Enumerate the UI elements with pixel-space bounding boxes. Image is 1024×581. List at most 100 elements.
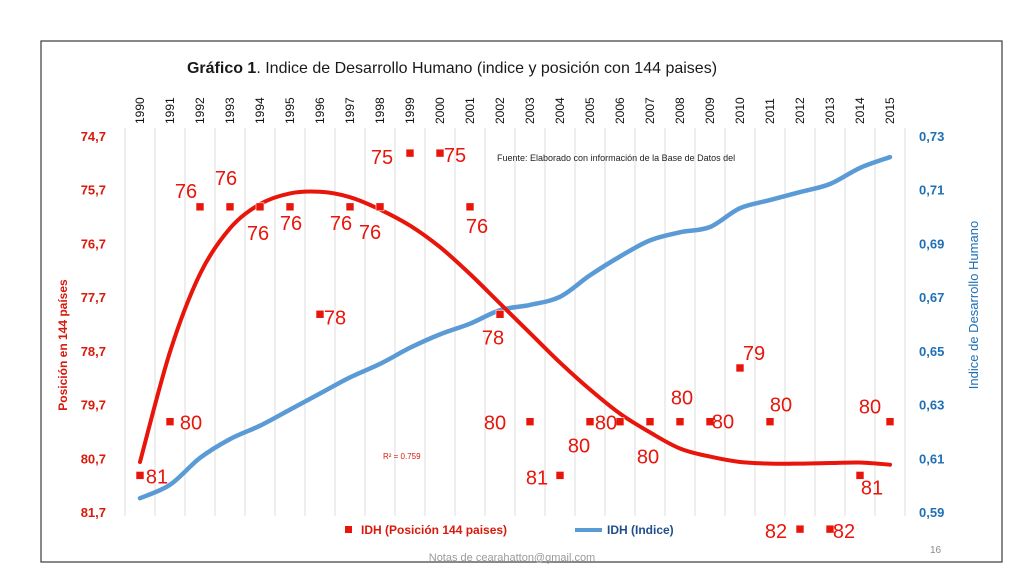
data-marker bbox=[735, 363, 745, 373]
data-label: 78 bbox=[482, 327, 504, 349]
data-marker bbox=[765, 417, 775, 426]
left-axis-tick-label: 77,7 bbox=[81, 290, 106, 305]
x-tick-label: 2004 bbox=[553, 97, 567, 124]
legend-marker-posicion bbox=[345, 526, 352, 533]
x-axis-ticks: 1990 1991 1992 1993 1994 1995 1996 1997 1998 1999… bbox=[133, 97, 897, 124]
footer-note: Notas de cearahatton@gmail.com bbox=[428, 552, 596, 564]
data-marker bbox=[315, 309, 325, 319]
x-tick-label: 1991 bbox=[163, 97, 177, 124]
data-label: 81 bbox=[146, 466, 168, 488]
x-tick-label: 1994 bbox=[253, 97, 267, 124]
data-label: 76 bbox=[330, 213, 352, 235]
data-marker bbox=[585, 417, 595, 426]
data-label: 80 bbox=[712, 412, 734, 434]
data-marker bbox=[375, 202, 385, 212]
data-label: 76 bbox=[175, 181, 197, 203]
data-label: 80 bbox=[770, 395, 792, 417]
chart-border bbox=[40, 40, 1003, 563]
x-tick-label: 2014 bbox=[853, 97, 867, 124]
data-marker bbox=[465, 202, 475, 212]
right-axis: 0,59 0,61 0,63 0,65 0,67 0,69 0,71 0,73 bbox=[919, 129, 944, 520]
data-label: 80 bbox=[568, 436, 590, 458]
x-tick-label: 2010 bbox=[733, 97, 747, 124]
data-label: 76 bbox=[359, 222, 381, 244]
x-tick-label: 2015 bbox=[883, 97, 897, 124]
data-label: 80 bbox=[180, 413, 202, 435]
right-axis-tick-label: 0,73 bbox=[919, 129, 944, 144]
right-axis-tick-label: 0,71 bbox=[919, 183, 944, 198]
data-marker bbox=[855, 471, 865, 480]
page-number: 16 bbox=[930, 545, 942, 556]
left-axis-tick-label: 76,7 bbox=[81, 236, 106, 251]
data-marker bbox=[165, 417, 175, 426]
right-axis-tick-label: 0,61 bbox=[919, 451, 944, 466]
x-tick-label: 2000 bbox=[433, 97, 447, 124]
x-tick-label: 2005 bbox=[583, 97, 597, 124]
x-tick-label: 2003 bbox=[523, 97, 537, 124]
data-label: 78 bbox=[324, 307, 346, 329]
x-tick-label: 2008 bbox=[673, 97, 687, 124]
chart-title-rest: . Indice de Desarrollo Humano (indice y … bbox=[256, 60, 717, 77]
x-tick-label: 1990 bbox=[133, 97, 147, 124]
x-tick-label: 1996 bbox=[313, 97, 327, 124]
data-marker bbox=[195, 202, 205, 212]
data-marker bbox=[495, 309, 505, 319]
left-axis-tick-label: 74,7 bbox=[81, 129, 106, 144]
left-axis-tick-label: 79,7 bbox=[81, 398, 106, 413]
data-label: 81 bbox=[861, 477, 883, 499]
right-axis-tick-label: 0,67 bbox=[919, 290, 944, 305]
data-marker bbox=[675, 417, 685, 426]
right-axis-tick-label: 0,59 bbox=[919, 505, 944, 520]
x-tick-label: 2009 bbox=[703, 97, 717, 124]
data-marker bbox=[525, 417, 535, 426]
data-label: 76 bbox=[215, 168, 237, 190]
data-marker bbox=[435, 148, 445, 158]
x-tick-label: 1997 bbox=[343, 97, 357, 124]
vertical-gridlines bbox=[124, 128, 906, 516]
left-axis: 74,7 75,7 76,7 77,7 78,7 79,7 80,7 81,7 bbox=[81, 129, 106, 520]
right-axis-tick-label: 0,65 bbox=[919, 344, 944, 359]
legend-label-indice: IDH (Indice) bbox=[607, 523, 674, 537]
data-label: 79 bbox=[743, 343, 765, 365]
data-label: 76 bbox=[280, 213, 302, 235]
data-marker bbox=[645, 417, 655, 426]
data-marker bbox=[405, 148, 415, 158]
data-marker bbox=[135, 471, 145, 480]
trendline bbox=[138, 189, 892, 467]
x-tick-label: 2012 bbox=[793, 97, 807, 124]
series-idh-indice bbox=[137, 154, 893, 501]
legend-label-posicion: IDH (Posición 144 paises) bbox=[361, 523, 507, 537]
data-marker bbox=[345, 202, 355, 212]
chart-title: Gráfico 1. Indice de Desarrollo Humano (… bbox=[187, 60, 717, 77]
x-tick-label: 1993 bbox=[223, 97, 237, 124]
x-tick-label: 2007 bbox=[643, 97, 657, 124]
series-idh-posicion bbox=[135, 148, 895, 534]
right-axis-title: Indice de Desarrollo Humano bbox=[966, 221, 981, 389]
data-marker bbox=[705, 417, 715, 426]
data-label: 76 bbox=[247, 223, 269, 245]
x-tick-label: 2013 bbox=[823, 97, 837, 124]
data-label: 80 bbox=[595, 413, 617, 435]
left-axis-tick-label: 78,7 bbox=[81, 344, 106, 359]
x-tick-label: 2001 bbox=[463, 97, 477, 124]
data-label: 75 bbox=[444, 145, 466, 167]
data-marker bbox=[255, 202, 265, 212]
data-label: 76 bbox=[466, 216, 488, 238]
data-label: 82 bbox=[833, 521, 855, 543]
x-tick-label: 1998 bbox=[373, 97, 387, 124]
legend: IDH (Posición 144 paises) IDH (Indice) bbox=[345, 523, 674, 537]
x-tick-label: 1995 bbox=[283, 97, 297, 124]
trendline-path bbox=[138, 189, 892, 467]
x-tick-label: 1992 bbox=[193, 97, 207, 124]
r-squared-label: R² = 0.759 bbox=[383, 452, 421, 461]
data-label: 75 bbox=[371, 147, 393, 169]
data-label: 80 bbox=[484, 413, 506, 435]
data-marker bbox=[285, 202, 295, 212]
series-line-idh-indice bbox=[137, 154, 893, 501]
x-tick-label: 2002 bbox=[493, 97, 507, 124]
left-axis-title: Posición en 144 países bbox=[56, 279, 70, 411]
source-note: Fuente: Elaborado con información de la … bbox=[497, 153, 735, 163]
data-label: 80 bbox=[859, 397, 881, 419]
